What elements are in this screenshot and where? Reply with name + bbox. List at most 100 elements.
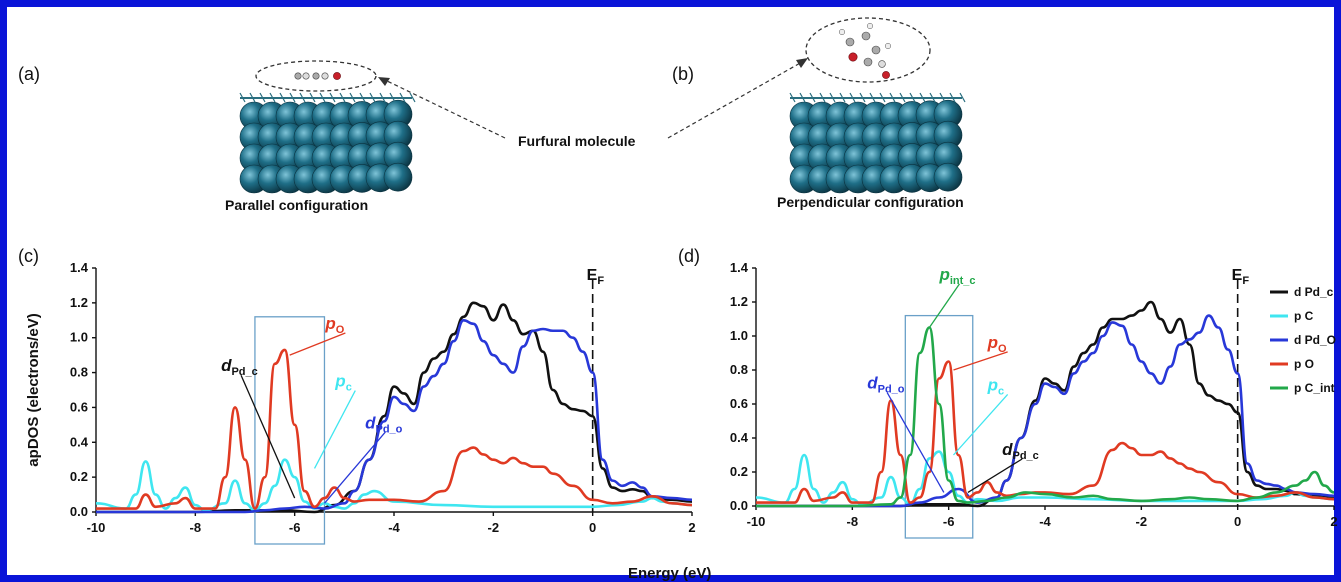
pd-surface-bond (899, 92, 906, 103)
fermi-label: EF (1232, 267, 1250, 287)
pd-surface-bond (279, 92, 286, 103)
furfural-molecule-upright-icon (838, 22, 892, 79)
pd-slab-perpendicular (789, 92, 966, 194)
pd-surface-bond (839, 92, 846, 103)
annotation-leader (886, 392, 945, 493)
pd-surface-bond (809, 92, 816, 103)
pd-surface-bond (239, 92, 246, 103)
pd-surface-bond (359, 92, 366, 103)
pd-surface-bond (869, 92, 876, 103)
x-tick-label: -6 (289, 520, 301, 535)
annotation-leader (323, 431, 386, 504)
pd-atom (383, 162, 413, 192)
pd-surface-bond (269, 92, 276, 103)
x-tick-label: 2 (1330, 514, 1337, 529)
annotation-label: pc (987, 375, 1005, 397)
panel-label-a: (a) (18, 64, 40, 84)
molecule-ellipse-parallel (255, 60, 377, 92)
y-tick-label: 0.0 (730, 498, 748, 513)
y-axis-label: apDOS (electrons/eV) (25, 313, 42, 466)
pd-surface-bond (289, 92, 296, 103)
pd-surface-bond (829, 92, 836, 103)
legend-entry: p C_int (1294, 381, 1335, 395)
pd-surface-bond (259, 92, 266, 103)
annotation-leader (240, 374, 296, 499)
x-tick-label: 0 (589, 520, 596, 535)
pd-surface-bond (319, 92, 326, 103)
series-line-pC (95, 458, 693, 512)
x-tick-label: -2 (488, 520, 500, 535)
pd-slab-parallel (239, 92, 416, 194)
series-line-dPdO (95, 318, 693, 514)
x-tick-label: -8 (190, 520, 202, 535)
y-tick-label: 0.4 (730, 430, 749, 445)
pd-surface-bond (819, 92, 826, 103)
x-tick-label: -2 (1136, 514, 1148, 529)
x-tick-label: -10 (747, 514, 766, 529)
series-line-dPdO (756, 314, 1335, 508)
annotation-label: dPd_c (221, 356, 258, 378)
pd-surface-bond (409, 92, 416, 103)
series-line-pCint (756, 326, 1335, 508)
pd-surface-bond (909, 92, 916, 103)
pointer-arrows (378, 58, 808, 139)
annotation-leader (313, 390, 356, 469)
annotation-label: pO (324, 314, 344, 336)
fermi-label: EF (587, 267, 605, 287)
pd-surface-bond (799, 92, 806, 103)
pd-surface-bond (249, 92, 256, 103)
series-line-dPdc (756, 300, 1335, 508)
furfural-label: Furfural molecule (518, 133, 636, 149)
pd-surface-bond (369, 92, 376, 103)
furfural-molecule-flat-icon (294, 72, 341, 80)
y-tick-label: 1.4 (730, 260, 749, 275)
y-tick-label: 0.0 (70, 504, 88, 519)
y-tick-label: 0.6 (70, 399, 88, 414)
pd-surface-bond (849, 92, 856, 103)
caption-perpendicular: Perpendicular configuration (777, 194, 964, 210)
annotation-leader (928, 283, 961, 328)
pd-surface-bond (959, 92, 966, 103)
pd-surface-bond (859, 92, 866, 103)
pd-surface-bond (879, 92, 886, 103)
annotation-leader (953, 351, 1008, 371)
annotation-label: pc (334, 372, 352, 394)
series-line-pO (755, 360, 1335, 504)
shared-x-axis-label: Energy (eV) (628, 565, 711, 582)
y-tick-label: 0.6 (730, 396, 748, 411)
molecule-ellipse-perpendicular (805, 17, 931, 83)
x-tick-label: -4 (388, 520, 400, 535)
y-tick-label: 0.2 (730, 464, 748, 479)
x-tick-label: -8 (847, 514, 859, 529)
x-tick-label: -6 (943, 514, 955, 529)
annotation-label: pint_c (938, 265, 975, 287)
pd-surface-bond (339, 92, 346, 103)
pd-surface-bond (299, 92, 306, 103)
pd-surface-bond (789, 92, 796, 103)
pd-surface-bond (919, 92, 926, 103)
pd-surface-bond (389, 92, 396, 103)
pd-surface-bond (349, 92, 356, 103)
y-tick-label: 0.2 (70, 469, 88, 484)
y-tick-label: 0.4 (70, 434, 89, 449)
x-tick-label: 2 (688, 520, 695, 535)
pd-surface-bond (929, 92, 936, 103)
annotation-leader (967, 458, 1023, 493)
annotation-label: dPd_o (867, 374, 905, 396)
annotation-leader (952, 393, 1009, 456)
panel-label-b: (b) (672, 64, 694, 84)
y-tick-label: 0.8 (70, 365, 88, 380)
pdos-chart-perpendicular: 0.0 0.2 0.4 0.6 0.8 1.0 1.2 1.4 -10 -8 -6 -4 -2 0 2 EF p… (730, 260, 1338, 539)
caption-parallel: Parallel configuration (225, 197, 368, 213)
x-tick-label: 0 (1234, 514, 1241, 529)
y-tick-label: 1.4 (70, 260, 89, 275)
annotation-leader (289, 332, 346, 356)
x-tick-label: -10 (87, 520, 106, 535)
y-tick-label: 1.0 (730, 328, 748, 343)
series-line-dPdc (95, 301, 693, 514)
y-tick-label: 0.8 (730, 362, 748, 377)
pd-surface-bond (939, 92, 946, 103)
pdos-chart-parallel: 0.0 0.2 0.4 0.6 0.8 1.0 1.2 1.4 -10 -8 -6 -4 -2 0 2 apD… (25, 260, 696, 545)
